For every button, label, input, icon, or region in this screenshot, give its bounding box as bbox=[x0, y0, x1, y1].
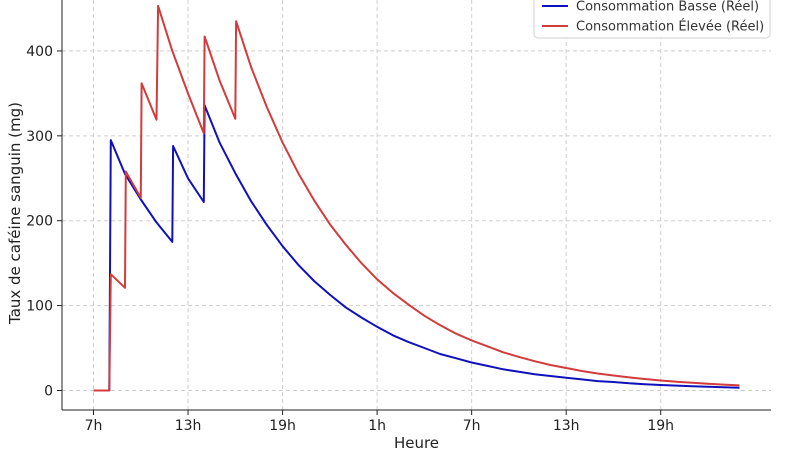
x-tick-label: 13h bbox=[553, 418, 580, 434]
series-lines bbox=[93, 4, 740, 392]
y-tick-label: 400 bbox=[26, 44, 53, 60]
x-tick-label: 13h bbox=[175, 418, 202, 434]
y-tick-label: 0 bbox=[44, 383, 53, 399]
x-tick-label: 7h bbox=[463, 418, 481, 434]
y-axis-label: Taux de caféine sanguin (mg) bbox=[6, 102, 24, 325]
x-tick-label: 7h bbox=[85, 418, 103, 434]
y-tick-label: 200 bbox=[26, 214, 53, 230]
x-tick-label: 1h bbox=[368, 418, 386, 434]
x-axis-label: Heure bbox=[394, 434, 439, 452]
legend: Consommation Basse (Réel) Consommation Él… bbox=[533, 0, 771, 39]
legend-box bbox=[533, 0, 771, 39]
legend-label-1: Consommation Élevée (Réel) bbox=[576, 19, 764, 35]
grid bbox=[62, 0, 771, 410]
y-tick-label: 300 bbox=[26, 129, 53, 145]
series-line-elevee bbox=[93, 4, 740, 392]
ticks: 7h 13h 19h 1h 7h 13h 19h 0 100 200 300 400 bbox=[26, 44, 674, 434]
series-line-basse bbox=[93, 104, 740, 392]
x-tick-label: 19h bbox=[647, 418, 674, 434]
axes bbox=[61, 0, 771, 411]
legend-label-0: Consommation Basse (Réel) bbox=[576, 0, 759, 15]
x-tick-label: 19h bbox=[269, 418, 296, 434]
y-tick-label: 100 bbox=[26, 299, 53, 315]
